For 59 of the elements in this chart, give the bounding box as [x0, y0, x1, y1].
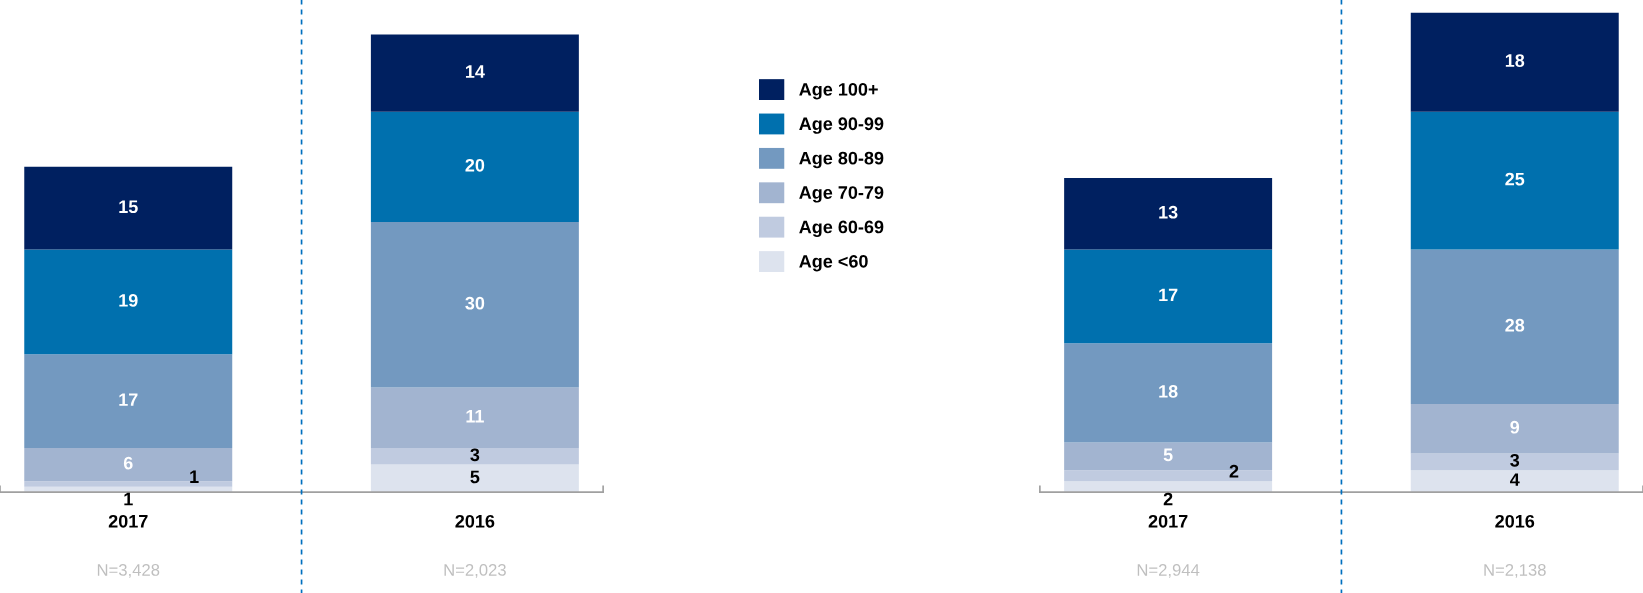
legend-label: Age 80-89: [799, 151, 884, 169]
x-tick-label: 2017: [1148, 514, 1188, 528]
data-label: 15: [119, 200, 138, 214]
text: N=2,944: [1137, 564, 1200, 578]
bar: [24, 354, 233, 449]
data-label: 11: [466, 410, 484, 423]
data-label: 19: [119, 294, 138, 307]
data-label: 28: [1505, 318, 1525, 332]
legend-label: Age 90-99: [799, 117, 884, 134]
text: N=3,428: [97, 564, 160, 578]
data-label: 3: [470, 448, 480, 462]
bar: [370, 221, 579, 388]
bar: [24, 166, 233, 250]
bar: [1410, 111, 1619, 250]
legend-label: Age 70-79: [799, 186, 884, 203]
x-tick-label: 2016: [455, 514, 495, 528]
bar: [370, 448, 579, 465]
data-label: 18: [1159, 385, 1178, 398]
bar: [370, 34, 579, 112]
legend-label: Age 60-69: [799, 220, 884, 237]
bar: [24, 481, 233, 487]
data-label: 6: [123, 456, 133, 470]
data-label: 1: [190, 470, 199, 483]
data-label: 4: [1510, 473, 1520, 486]
bar: [1064, 249, 1273, 344]
x-tick-label: 2017: [108, 514, 148, 528]
bar: [1410, 403, 1619, 454]
data-label: 30: [465, 296, 485, 310]
data-label: 18: [1505, 54, 1525, 67]
data-label: 17: [1159, 288, 1178, 302]
data-label: 3: [1510, 453, 1520, 467]
data-label: 1: [124, 492, 133, 506]
data-label: 25: [1505, 172, 1525, 186]
bar: [1410, 12, 1619, 112]
legend-label: Age 100+: [799, 82, 878, 100]
bar: [370, 387, 579, 449]
bar: [24, 249, 233, 355]
bar: [1410, 249, 1619, 404]
data-label: 5: [470, 470, 480, 484]
bar: [370, 464, 579, 493]
data-label: 17: [119, 393, 138, 406]
x-tick-label: 2016: [1495, 514, 1535, 528]
data-label: 14: [465, 65, 485, 78]
bar: [1064, 177, 1273, 250]
data-label: 13: [1159, 205, 1178, 219]
data-label: 9: [1510, 420, 1520, 434]
bar: [1064, 343, 1273, 443]
bar: [1410, 470, 1619, 493]
legend-label: Age <60: [799, 254, 868, 272]
data-label: 20: [465, 158, 485, 172]
text: N=2,023: [444, 564, 506, 578]
bar: [370, 111, 579, 222]
text: N=2,138: [1484, 564, 1546, 578]
data-label: 2: [1163, 492, 1173, 506]
data-label: 5: [1163, 448, 1173, 462]
bar: [24, 448, 233, 482]
bar: [1064, 481, 1273, 493]
data-label: 2: [1229, 464, 1239, 478]
bar: [1410, 453, 1619, 471]
